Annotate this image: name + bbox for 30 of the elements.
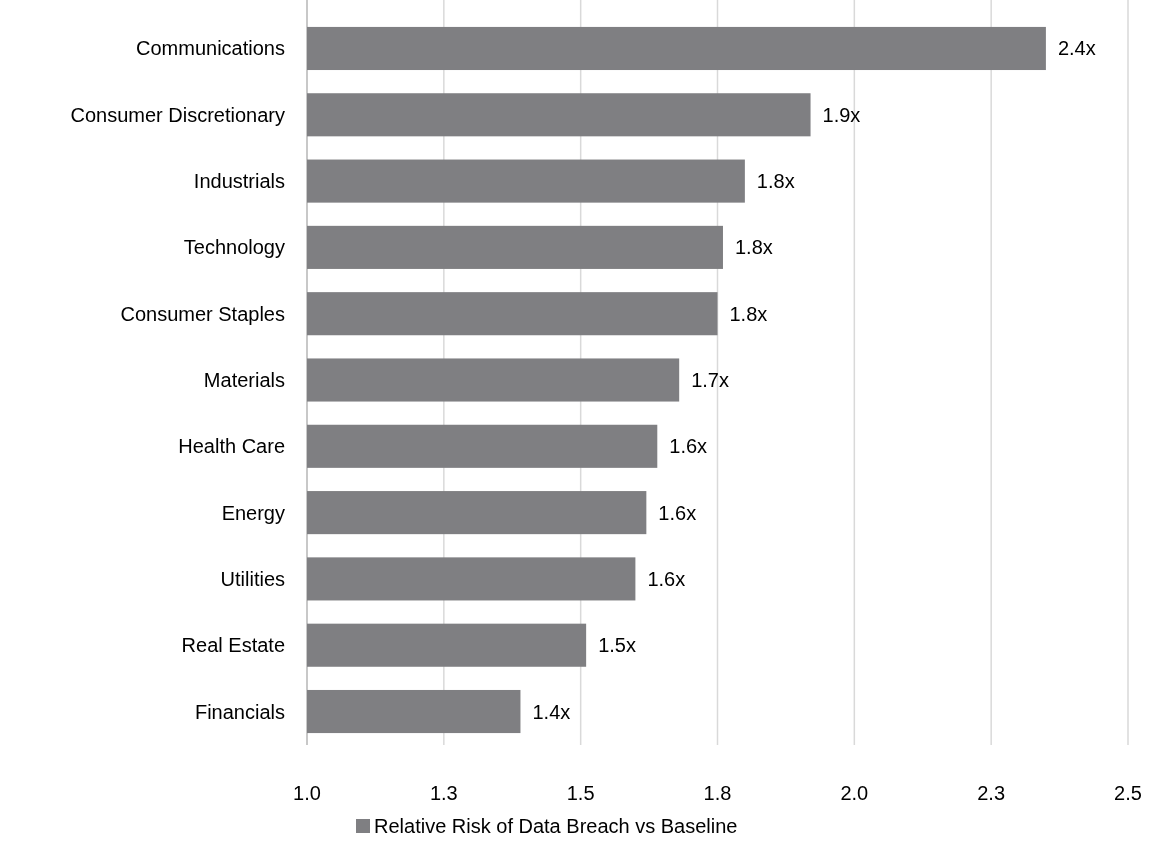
data-label: 1.8x: [729, 302, 768, 325]
data-label: 1.8x: [756, 170, 795, 193]
legend-label: Relative Risk of Data Breach vs Baseline: [374, 815, 738, 837]
y-tick-label: Industrials: [193, 170, 285, 193]
x-tick-label: 1.3: [429, 782, 458, 804]
x-tick-label: 2.0: [840, 782, 869, 804]
data-label: 1.4x: [532, 700, 571, 723]
data-label: 1.5x: [598, 634, 636, 657]
y-tick-label: Utilities: [220, 567, 285, 590]
x-tick-label: 1.8: [703, 782, 732, 804]
data-label: 1.7x: [691, 369, 729, 391]
data-label: 1.6x: [658, 501, 697, 524]
y-tick-label: Technology: [183, 236, 285, 259]
data-label: 2.4x: [1057, 37, 1096, 60]
data-label: 1.6x: [647, 567, 686, 590]
y-tick-label: Communications: [136, 37, 285, 60]
data-label: 1.6x: [669, 435, 708, 458]
y-tick-label: Consumer Discretionary: [70, 103, 285, 126]
y-tick-label: Real Estate: [181, 634, 285, 657]
y-tick-label: Financials: [194, 700, 285, 723]
x-tick-label: 2.5: [1114, 782, 1142, 804]
x-tick-label: 1.5: [566, 782, 595, 804]
y-tick-label: Health Care: [178, 435, 285, 458]
data-label: 1.9x: [822, 103, 861, 126]
data-label: 1.8x: [734, 236, 773, 259]
y-tick-label: Energy: [221, 501, 285, 524]
x-tick-label: 1.0: [293, 782, 321, 804]
y-tick-label: Consumer Staples: [120, 302, 285, 325]
x-tick-label: 2.3: [977, 782, 1006, 804]
y-tick-label: Materials: [203, 369, 285, 391]
